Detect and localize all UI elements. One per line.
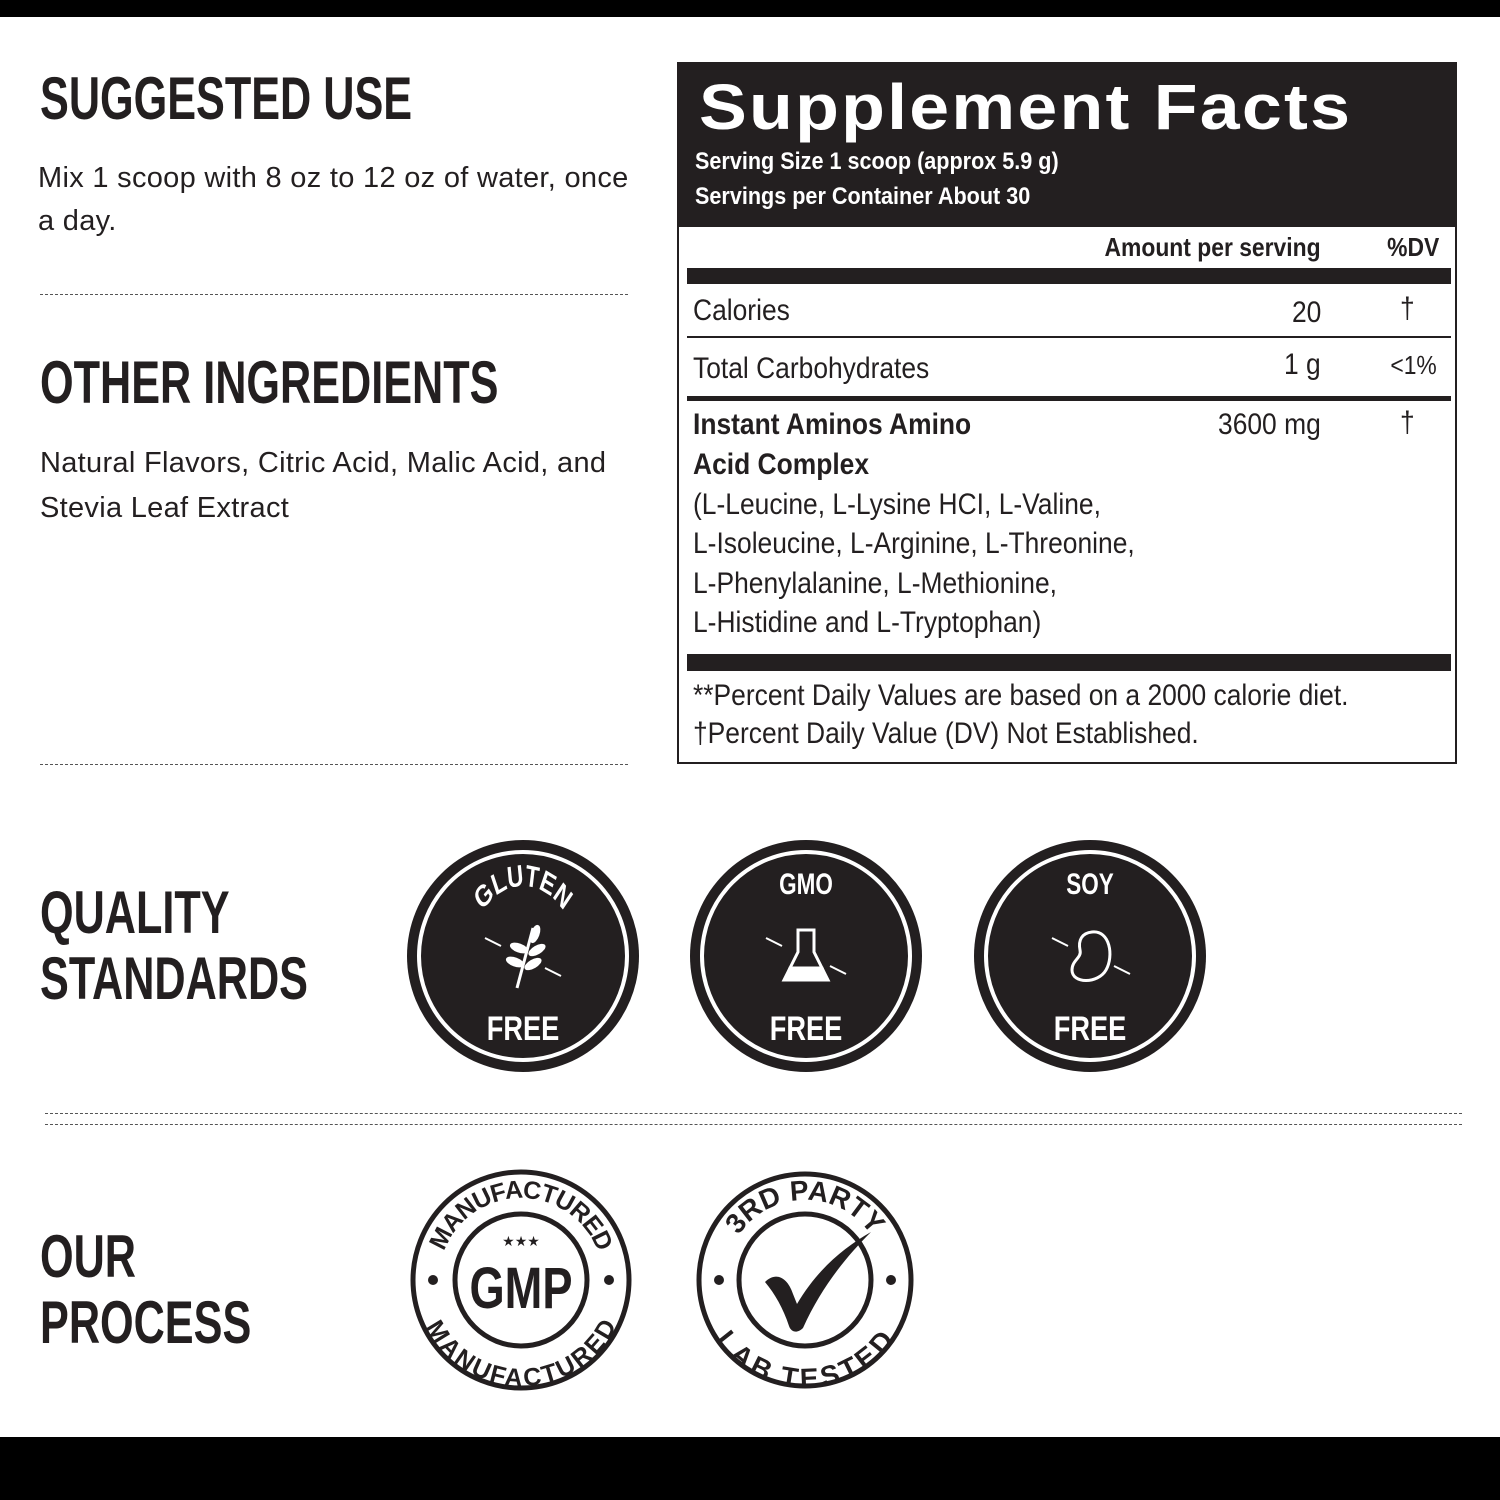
svg-text:3RD PARTY: 3RD PARTY [719, 1175, 891, 1240]
row-aminos-name-1: Instant Aminos Amino [693, 408, 972, 441]
quality-standards-heading-1: QUALITY [40, 879, 230, 946]
row-aminos-dv: † [1400, 406, 1415, 439]
amino-detail-line: L-Histidine and L-Tryptophan) [693, 606, 1042, 639]
wheat-icon [484, 924, 562, 989]
footnote-dv: **Percent Daily Values are based on a 20… [693, 679, 1349, 712]
badge-bottom-text: LAB TESTED [710, 1325, 900, 1390]
row-calories-amount: 20 [1291, 296, 1321, 329]
stars-icon: ★★★ [502, 1233, 540, 1249]
divider [40, 764, 628, 765]
checkmark-icon [765, 1232, 871, 1332]
col-amount-header: Amount per serving [1104, 232, 1321, 262]
row-aminos-name-2: Acid Complex [693, 448, 870, 481]
suggested-use-text: Mix 1 scoop with 8 oz to 12 oz of water,… [38, 162, 629, 237]
amino-detail-line: (L-Leucine, L-Lysine HCI, L-Valine, [693, 488, 1101, 521]
gluten-free-badge: GLUTEN FREE [407, 840, 639, 1072]
flask-icon [765, 928, 847, 982]
soy-free-badge: SOY FREE [974, 840, 1206, 1072]
gmp-text: GMP [469, 1257, 572, 1322]
divider [45, 1113, 1462, 1114]
quality-standards-heading-2: STANDARDS [40, 945, 308, 1012]
amino-detail-line: L-Isoleucine, L-Arginine, L-Threonine, [693, 527, 1135, 560]
badge-top-text: SOY [1066, 867, 1114, 901]
row-calories-dv: † [1400, 292, 1415, 325]
other-ingredients-text: Natural Flavors, Citric Acid, Malic Acid… [40, 447, 607, 524]
badge-bottom-text: MANUFACTURED [420, 1315, 622, 1392]
serving-size: Serving Size 1 scoop (approx 5.9 g) [695, 148, 1059, 175]
bean-icon [1051, 930, 1131, 982]
bottom-border [0, 1437, 1500, 1500]
row-aminos-amount: 3600 mg [1218, 408, 1321, 441]
thick-rule [687, 268, 1451, 284]
row-calories-name: Calories [693, 294, 790, 327]
row-carbs-dv: <1% [1390, 350, 1437, 380]
our-process-heading-1: OUR [40, 1223, 137, 1290]
footnote-not-established: †Percent Daily Value (DV) Not Establishe… [693, 717, 1199, 750]
other-ingredients-heading: OTHER INGREDIENTS [40, 349, 499, 416]
badge-bottom-text: FREE [1054, 1009, 1126, 1048]
badge-bottom-text: FREE [487, 1009, 559, 1048]
svg-text:LAB TESTED: LAB TESTED [710, 1325, 900, 1390]
supplement-facts-header: Supplement Facts Serving Size 1 scoop (a… [679, 64, 1455, 227]
badge-top-text: 3RD PARTY [719, 1175, 891, 1240]
svg-text:MANUFACTURED: MANUFACTURED [420, 1315, 621, 1392]
divider [45, 1124, 1462, 1125]
top-border [0, 0, 1500, 17]
gmo-free-badge: GMO FREE [690, 840, 922, 1072]
suggested-use-heading: SUGGESTED USE [40, 65, 413, 132]
gmp-manufactured-badge: MANUFACTURED MANUFACTURED ★★★ GMP [410, 1169, 632, 1392]
supplement-facts-panel: Supplement Facts Serving Size 1 scoop (a… [677, 62, 1457, 764]
servings-per-container: Servings per Container About 30 [695, 183, 1031, 210]
col-dv-header: %DV [1386, 232, 1439, 262]
row-carbs-name: Total Carbohydrates [693, 352, 930, 385]
row-carbs-amount: 1 g [1284, 348, 1321, 381]
divider [40, 294, 628, 295]
thick-rule [687, 654, 1451, 671]
badge-bottom-text: FREE [770, 1009, 842, 1048]
medium-rule [687, 396, 1451, 401]
badge-top-text: GMO [779, 867, 833, 901]
supplement-facts-title: Supplement Facts [699, 71, 1353, 143]
third-party-tested-badge: 3RD PARTY LAB TESTED [696, 1171, 914, 1390]
amino-detail-line: L-Phenylalanine, L-Methionine, [693, 567, 1057, 600]
our-process-heading-2: PROCESS [40, 1289, 252, 1356]
thin-rule [687, 336, 1451, 338]
